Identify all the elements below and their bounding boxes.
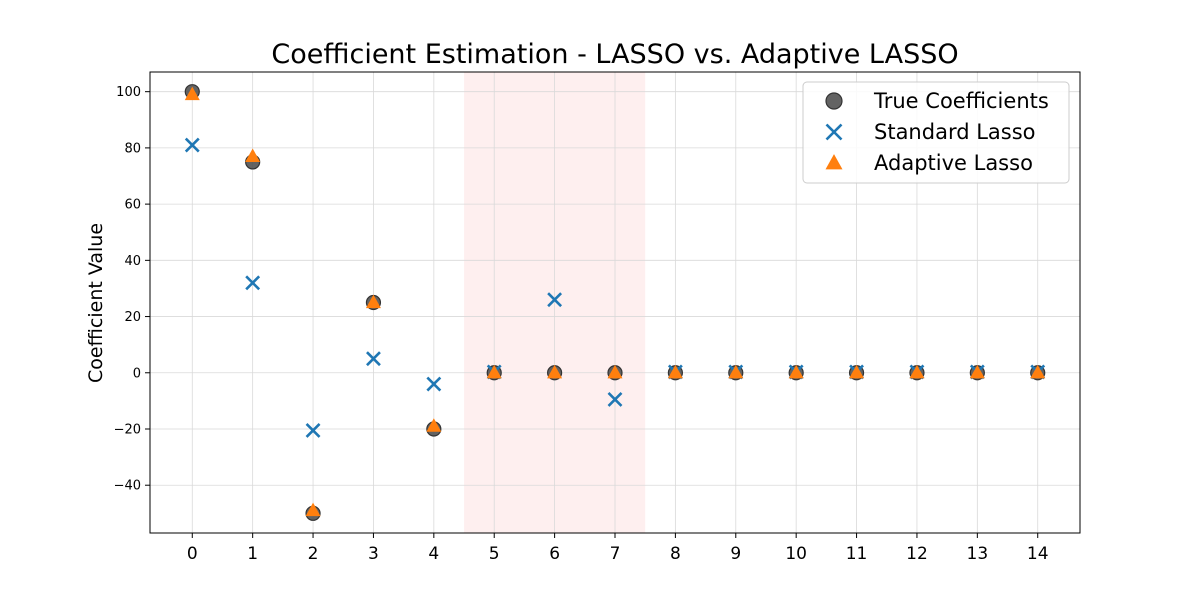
legend-label: True Coefficients [873,89,1049,113]
data-point-standard-lasso [426,376,442,392]
x-tick-label: 6 [549,544,560,564]
data-point-adaptive-lasso [667,364,683,379]
data-point-adaptive-lasso [305,502,321,517]
data-point-standard-lasso [245,275,261,291]
x-marker-stroke [245,275,261,291]
legend-box [802,81,1070,184]
x-marker-stroke [426,376,442,392]
x-tick-label: 13 [967,544,989,564]
data-point-standard-lasso [547,292,563,308]
y-tick-label: 100 [116,85,141,100]
x-tick-label: 1 [247,544,258,564]
data-point-standard-lasso [825,123,843,141]
data-point-standard-lasso [184,137,200,153]
data-point-adaptive-lasso [426,418,442,432]
x-tick-label: 12 [906,544,928,564]
data-point-adaptive-lasso [728,364,744,379]
legend: True Coefficients Standard Lasso Adaptive … [802,81,1070,184]
x-marker-stroke [607,392,623,407]
data-point-standard-lasso [607,392,623,407]
legend-label: Standard Lasso [874,120,1036,144]
legend-label: Adaptive Lasso [874,151,1033,175]
x-tick-label: 3 [368,544,379,564]
data-point-adaptive-lasso [486,364,502,379]
x-tick-label: 0 [187,544,198,564]
data-point-adaptive-lasso [909,364,925,379]
x-marker-stroke [184,137,200,153]
chart-title: Coefficient Estimation - LASSO vs. Adapt… [271,39,958,70]
y-tick-label: −20 [114,422,141,437]
data-point-standard-lasso [366,351,381,367]
data-point-adaptive-lasso [788,364,804,379]
data-point-adaptive-lasso [849,364,865,379]
x-marker-stroke [547,292,563,308]
x-tick-label: 10 [785,544,807,564]
data-point-adaptive-lasso [607,364,623,379]
data-point-adaptive-lasso [184,86,200,101]
x-tick-label: 5 [489,544,500,564]
x-tick-label: 8 [670,544,681,564]
y-tick-label: 20 [124,310,141,325]
data-point-adaptive-lasso [365,294,381,309]
data-point-adaptive-lasso [1030,364,1046,379]
data-point-true [825,92,843,110]
data-point-adaptive-lasso [547,364,563,379]
x-tick-label: 11 [846,544,868,564]
series-adaptive-lasso [184,86,1046,517]
y-tick-label: 0 [133,366,141,381]
x-marker-stroke [305,422,321,438]
x-tick-label: 4 [428,544,439,564]
y-tick-label: 80 [124,141,141,156]
x-marker-stroke [366,351,381,367]
x-tick-label: 7 [610,544,621,564]
x-tick-label: 9 [730,544,741,564]
x-marker-stroke [825,123,843,141]
y-axis-label: Coefficient Value [85,223,107,383]
data-point-adaptive-lasso [969,364,985,379]
x-tick-label: 2 [308,544,319,564]
data-point-adaptive-lasso [825,154,843,170]
data-point-standard-lasso [305,422,321,438]
y-tick-label: 40 [124,254,141,269]
y-tick-label: 60 [124,198,141,213]
data-point-adaptive-lasso [245,148,261,162]
x-tick-label: 14 [1027,544,1049,564]
y-tick-label: −40 [114,479,141,494]
